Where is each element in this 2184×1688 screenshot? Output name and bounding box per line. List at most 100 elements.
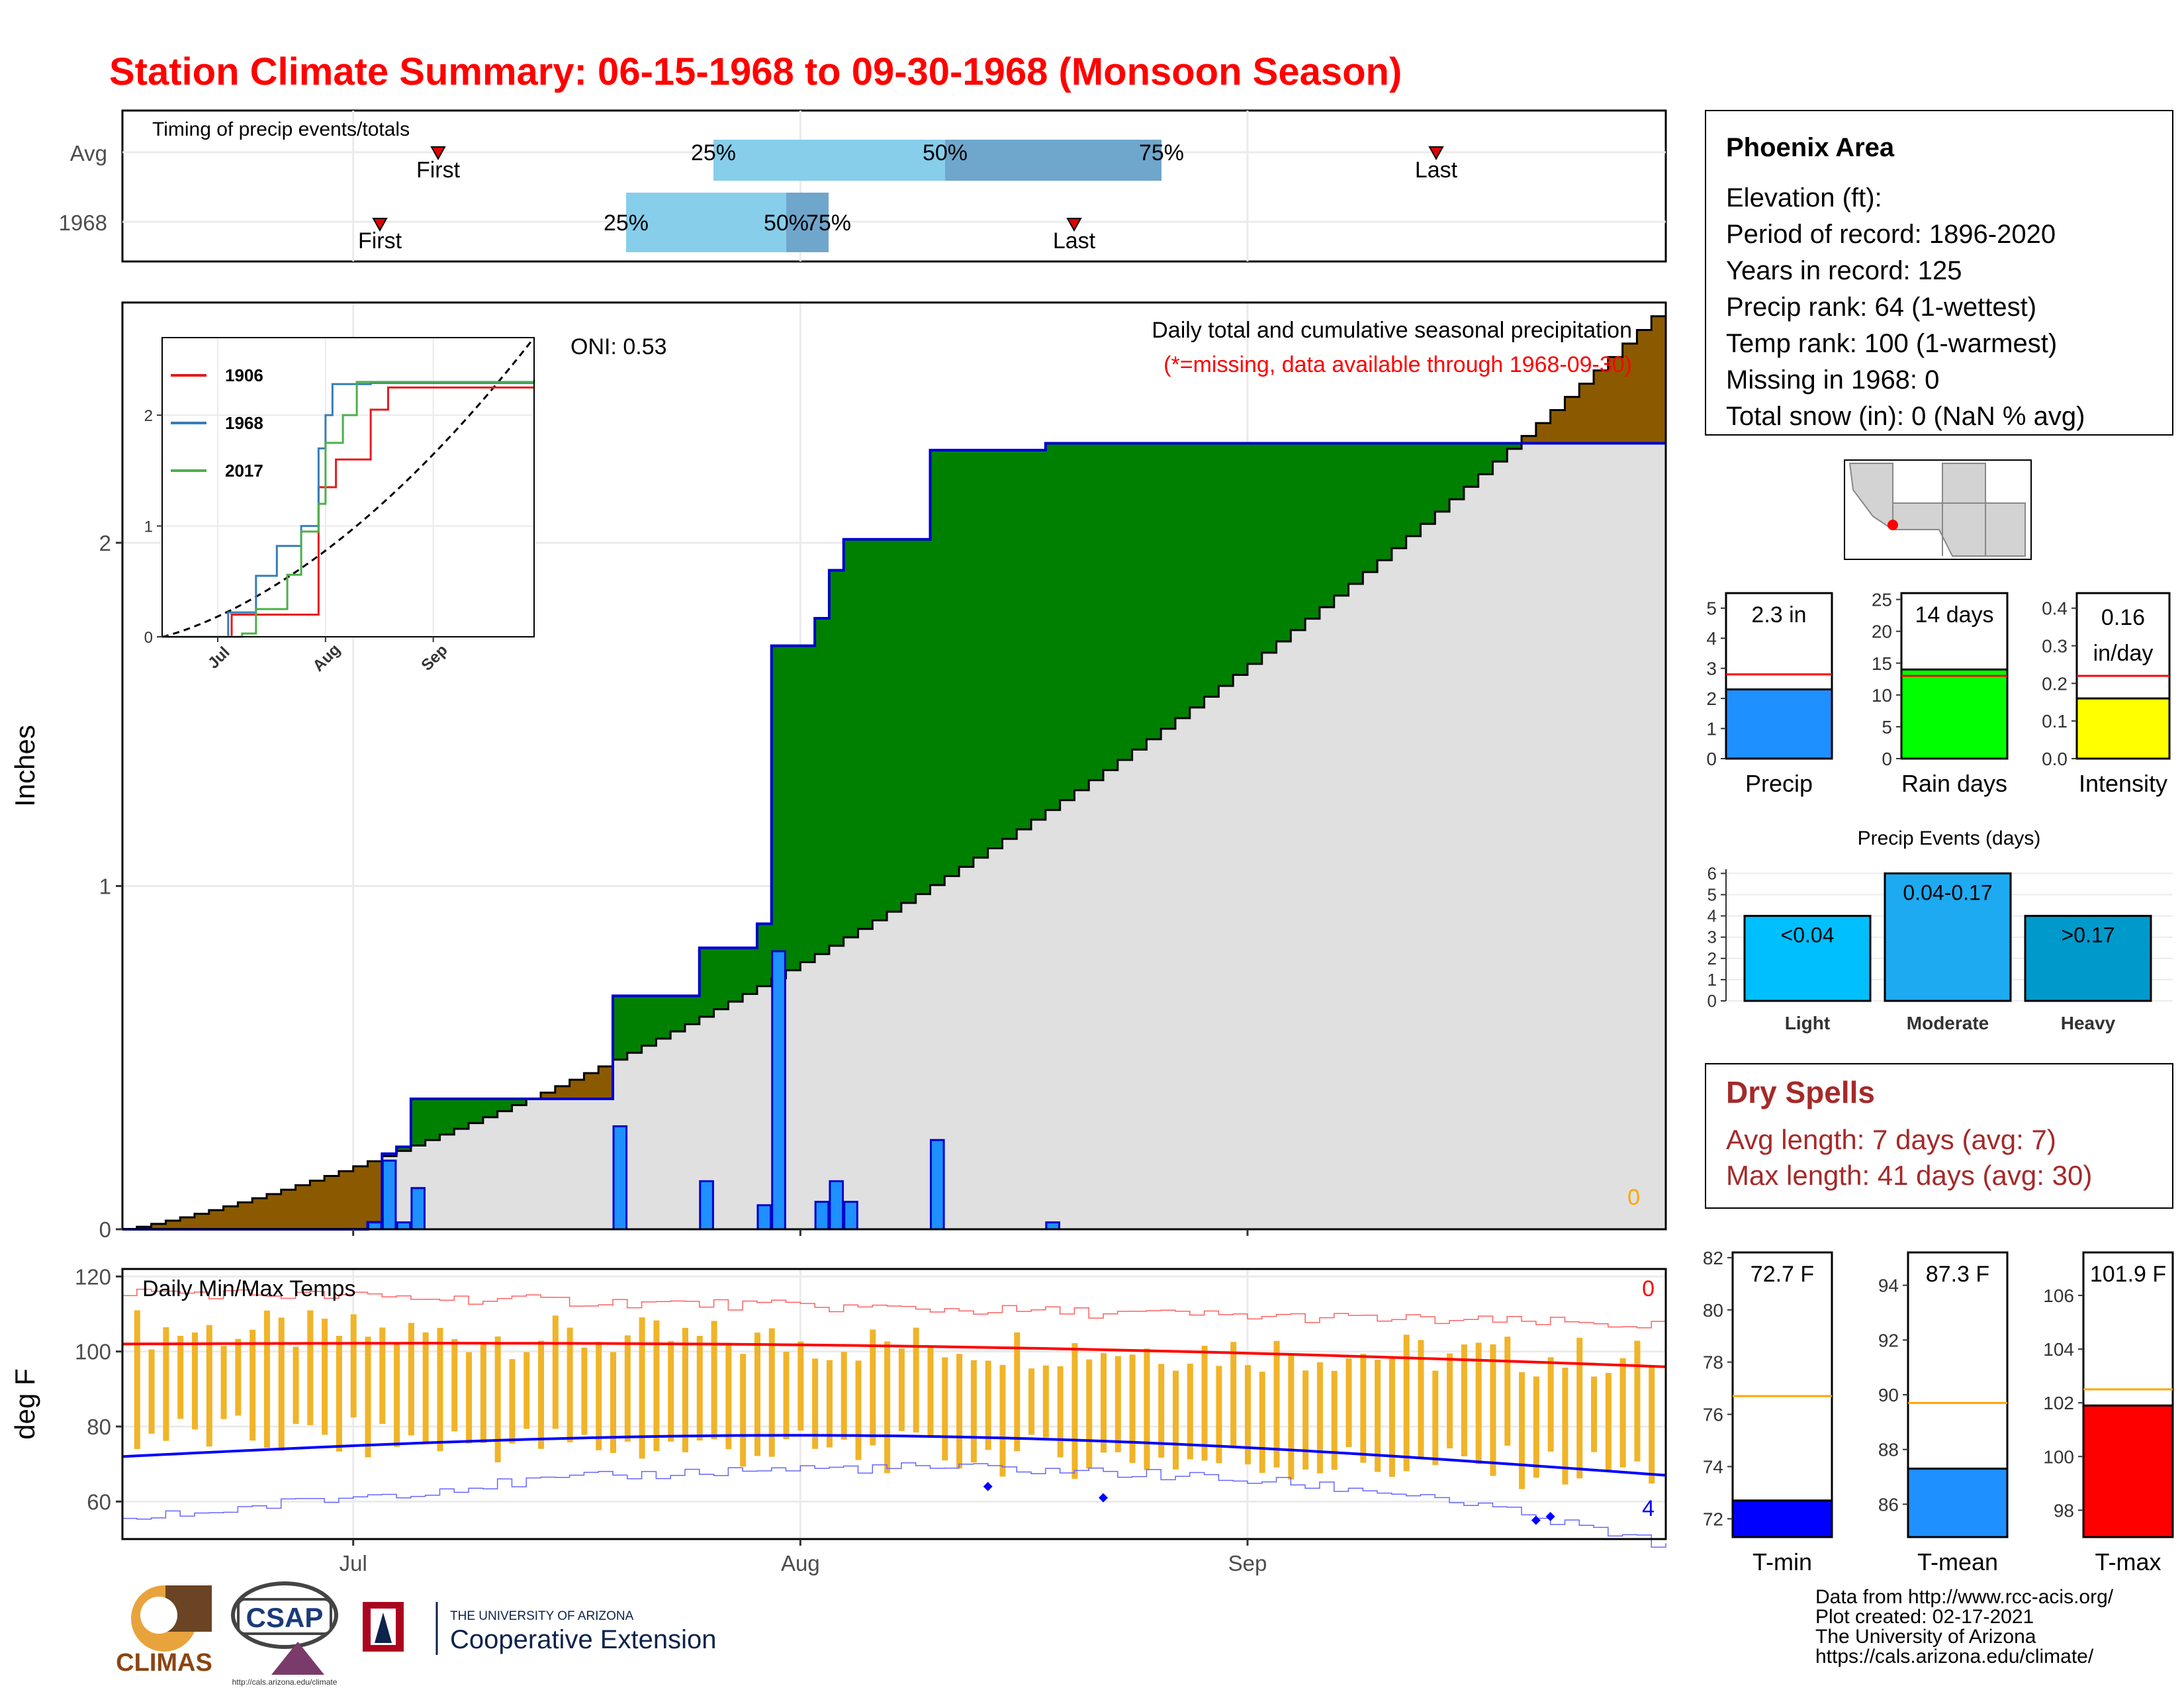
daily-temp-bar bbox=[668, 1340, 674, 1442]
events-tick-label: 0 bbox=[1707, 991, 1717, 1011]
gauge-tick-label: 10 bbox=[1872, 685, 1892, 706]
daily-temp-bar bbox=[278, 1317, 285, 1451]
gauge-value-label: 101.9 F bbox=[2090, 1262, 2166, 1287]
daily-temp-bar bbox=[1316, 1362, 1323, 1474]
daily-temp-bar bbox=[682, 1327, 688, 1452]
surplus-segment bbox=[641, 996, 657, 1046]
deficit-segment bbox=[541, 1092, 556, 1099]
surplus-segment bbox=[1017, 449, 1032, 829]
events-bar-label: <0.04 bbox=[1781, 923, 1835, 947]
avg-25-50-box bbox=[713, 140, 945, 181]
daily-precip-bar bbox=[814, 1201, 830, 1231]
events-tick-label: 5 bbox=[1707, 885, 1717, 905]
daily-temp-bar bbox=[1273, 1340, 1280, 1468]
info-snow: Total snow (in): 0 (NaN % avg) bbox=[1726, 402, 2085, 431]
avg-last-label: Last bbox=[1415, 158, 1458, 183]
surplus-segment bbox=[1291, 443, 1306, 630]
temp-xtick-label: Aug bbox=[781, 1551, 820, 1575]
gauge-tick-label: 0.3 bbox=[2042, 636, 2068, 657]
daily-temp-bar bbox=[1519, 1372, 1525, 1489]
daily-temp-bar bbox=[581, 1347, 588, 1435]
daily-temp-bar bbox=[1576, 1338, 1583, 1479]
surplus-segment bbox=[1247, 443, 1263, 664]
surplus-segment bbox=[627, 996, 643, 1053]
daily-temp-bar bbox=[884, 1341, 891, 1474]
avg-p25-label: 25% bbox=[691, 140, 736, 165]
gauge-tick-label: 20 bbox=[1872, 622, 1892, 642]
daily-temp-bar bbox=[451, 1338, 458, 1432]
surplus-segment bbox=[1218, 443, 1234, 686]
surplus-segment bbox=[1045, 443, 1061, 810]
surplus-segment bbox=[1189, 443, 1205, 708]
surplus-segment bbox=[1348, 443, 1363, 585]
gauge-value-label: 2.3 in bbox=[1751, 602, 1806, 628]
avg-cumulative-area bbox=[122, 303, 1666, 1229]
deficit-segment bbox=[223, 1206, 238, 1229]
deficit-segment bbox=[598, 1066, 614, 1099]
daily-precip-bar bbox=[381, 1159, 397, 1231]
surplus-segment bbox=[815, 618, 830, 955]
timing-panel: Timing of precip events/totals Avg 1968 … bbox=[59, 109, 1667, 263]
oni-label: ONI: 0.53 bbox=[570, 334, 667, 359]
daily-temp-bar bbox=[336, 1335, 342, 1452]
surplus-segment bbox=[786, 645, 801, 970]
surplus-segment bbox=[1132, 443, 1147, 750]
surplus-segment bbox=[1002, 449, 1017, 839]
surplus-segment bbox=[1391, 443, 1407, 549]
gauge-name: Precip bbox=[1745, 770, 1813, 797]
surplus-segment bbox=[425, 1098, 440, 1141]
daily-temp-bar bbox=[1504, 1336, 1511, 1446]
daily-temp-bar bbox=[826, 1360, 833, 1448]
deficit-segment bbox=[584, 1073, 599, 1099]
daily-temp-bar bbox=[855, 1360, 862, 1460]
surplus-segment bbox=[656, 996, 671, 1039]
surplus-segment bbox=[1074, 443, 1089, 790]
info-precip-rank: Precip rank: 64 (1-wettest) bbox=[1726, 293, 2036, 322]
info-elevation: Elevation (ft): bbox=[1726, 183, 1882, 212]
main-legend-line2: (*=missing, data available through 1968-… bbox=[1163, 352, 1632, 377]
main-ytick-label: 0 bbox=[99, 1217, 111, 1242]
ua-small-text: THE UNIVERSITY OF ARIZONA bbox=[450, 1609, 634, 1623]
daily-temp-bar bbox=[999, 1364, 1006, 1477]
daily-temp-bar bbox=[293, 1346, 299, 1425]
chart-title: Station Climate Summary: 06-15-1968 to 0… bbox=[109, 50, 1402, 93]
daily-temp-bar bbox=[1244, 1365, 1251, 1465]
surplus-segment bbox=[1031, 449, 1046, 820]
station-info-box: Phoenix Area Elevation (ft): Period of r… bbox=[1705, 110, 2173, 436]
temp-count-high: 0 bbox=[1642, 1276, 1655, 1301]
daily-precip-bar bbox=[612, 1125, 628, 1231]
daily-temp-bar bbox=[1071, 1342, 1078, 1479]
gauge-tick-label: 86 bbox=[1878, 1494, 1899, 1515]
info-years: Years in record: 125 bbox=[1726, 256, 1962, 285]
inset-legend-label: 1906 bbox=[225, 365, 263, 385]
temp-xtick-label: Jul bbox=[340, 1551, 367, 1575]
ua-big-text: Cooperative Extension bbox=[450, 1625, 716, 1654]
daily-temp-bar bbox=[1144, 1348, 1150, 1470]
gauge-tick-label: 104 bbox=[2043, 1339, 2074, 1360]
yr-50-75-box bbox=[786, 193, 829, 252]
gauge-tick-label: 102 bbox=[2043, 1393, 2074, 1413]
daily-temp-bar bbox=[1461, 1344, 1467, 1456]
daily-temp-bar bbox=[480, 1343, 486, 1443]
temp-ytick-label: 120 bbox=[75, 1264, 111, 1289]
daily-temp-bar bbox=[523, 1352, 530, 1429]
daily-temp-bar bbox=[394, 1342, 400, 1447]
daily-temp-bar bbox=[985, 1360, 991, 1450]
deficit-segment bbox=[252, 1198, 267, 1229]
season-gauges: 0 1 2 3 4 5 2.3 in Precip 0 5 10 15 20 25 14 days Rain … bbox=[1706, 590, 2171, 797]
deficit-segment bbox=[324, 1176, 340, 1229]
footer-line-3: The University of Arizona bbox=[1815, 1626, 2036, 1648]
daily-temp-bar bbox=[1014, 1332, 1021, 1452]
surplus-segment bbox=[800, 645, 815, 962]
daily-temp-bar bbox=[538, 1340, 545, 1449]
daily-temp-bar bbox=[163, 1327, 169, 1441]
events-category-label: Heavy bbox=[2061, 1013, 2116, 1033]
year-cumulative-line bbox=[122, 442, 1666, 1231]
surplus-segment bbox=[713, 947, 729, 1009]
record-low-marker bbox=[983, 1481, 993, 1491]
gauge-tick-label: 90 bbox=[1878, 1385, 1899, 1405]
daily-temp-bar bbox=[1057, 1366, 1064, 1458]
gauge-frame bbox=[1731, 1251, 1833, 1538]
deficit-segment bbox=[165, 1221, 181, 1229]
